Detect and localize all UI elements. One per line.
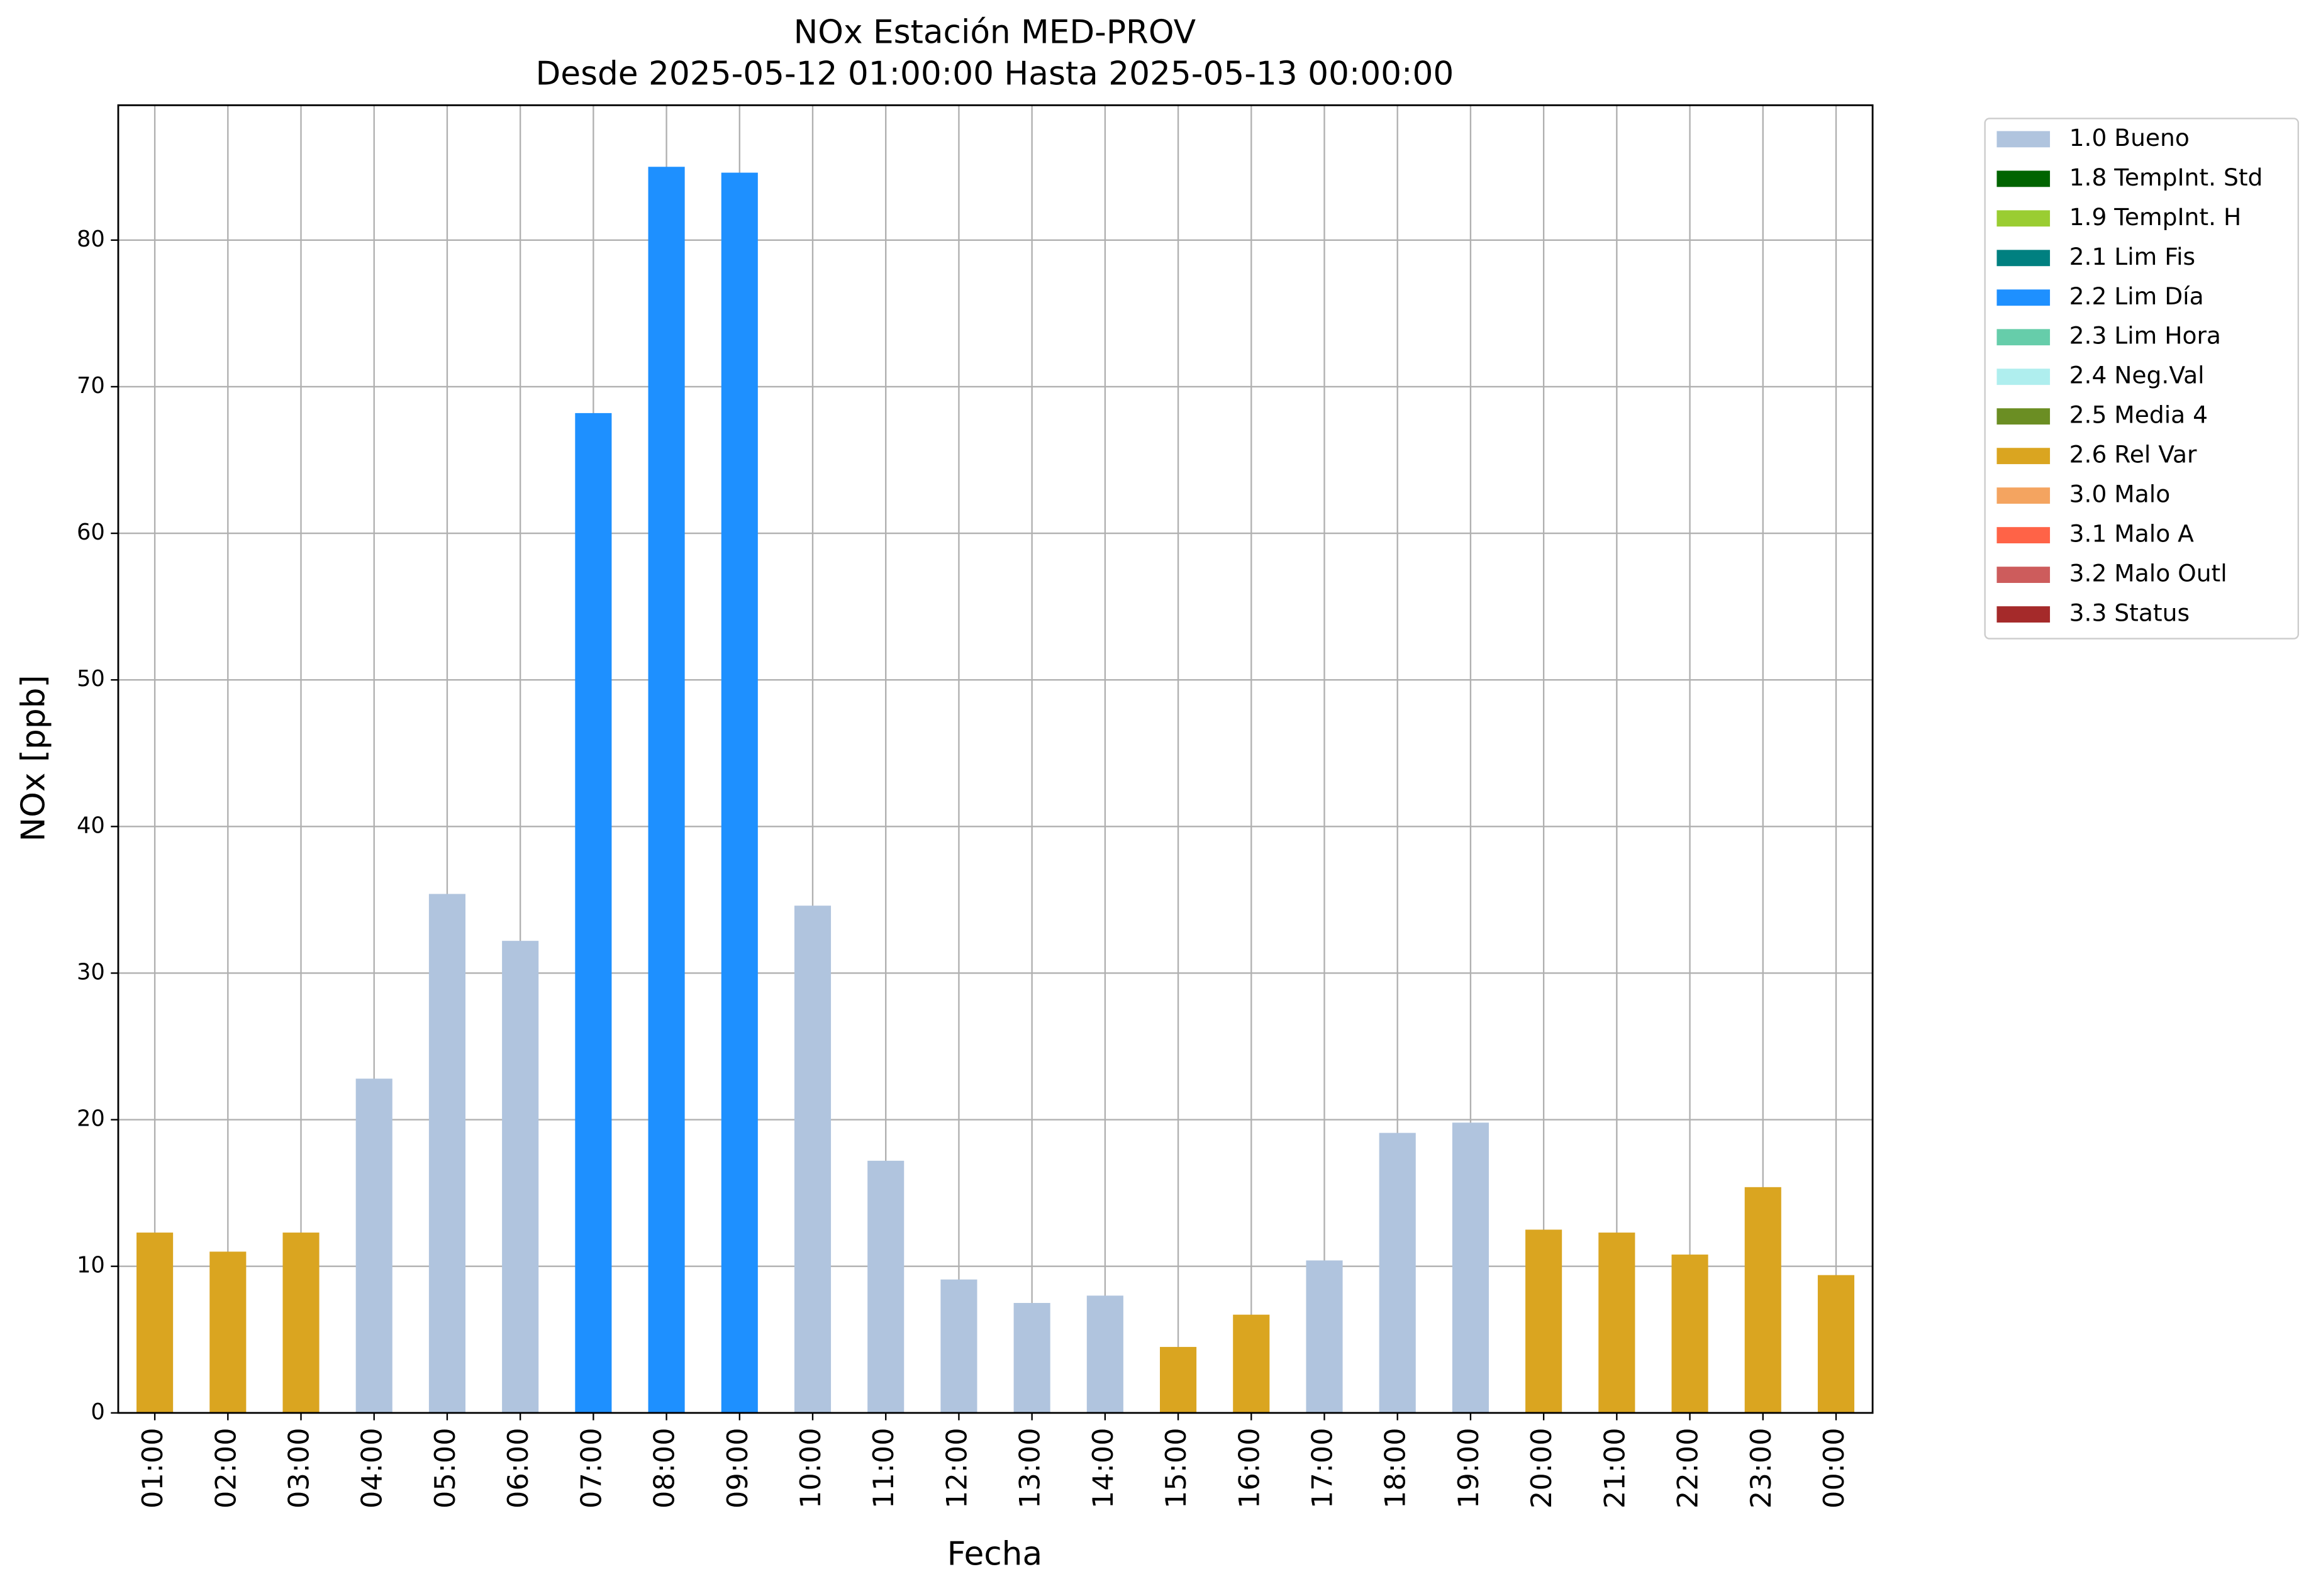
bar: [1233, 1314, 1270, 1413]
bar: [1598, 1233, 1635, 1413]
legend-swatch: [1996, 329, 2051, 346]
bar: [1379, 1133, 1416, 1413]
bar: [575, 413, 612, 1413]
y-tick-label: 80: [77, 226, 105, 252]
legend-label: 2.5 Media 4: [2069, 401, 2208, 429]
x-tick-label: 14:00: [1087, 1427, 1120, 1509]
legend-swatch: [1996, 408, 2051, 425]
x-tick-label: 00:00: [1818, 1427, 1851, 1509]
y-tick-label: 40: [77, 812, 105, 838]
legend-swatch: [1996, 210, 2051, 227]
x-tick-label: 05:00: [429, 1427, 462, 1509]
bar: [1817, 1275, 1855, 1413]
bar: [282, 1233, 320, 1413]
y-tick-label: 60: [77, 519, 105, 545]
x-tick-label: 08:00: [649, 1427, 681, 1509]
x-tick-label: 09:00: [721, 1427, 754, 1509]
y-tick-label: 10: [77, 1253, 105, 1278]
legend-label: 3.2 Malo Outl: [2069, 560, 2227, 587]
bar: [1160, 1346, 1197, 1413]
bar: [1744, 1187, 1781, 1413]
bar: [940, 1279, 977, 1413]
x-tick-label: 18:00: [1379, 1427, 1412, 1509]
x-tick-label: 02:00: [209, 1427, 242, 1509]
x-tick-label: 01:00: [136, 1427, 169, 1509]
bar: [1452, 1122, 1489, 1413]
x-tick-label: 15:00: [1160, 1427, 1193, 1509]
bar: [1013, 1302, 1050, 1413]
legend-swatch: [1996, 369, 2051, 385]
x-tick-label: 21:00: [1598, 1427, 1631, 1509]
bar: [209, 1251, 247, 1413]
legend-label: 2.4 Neg.Val: [2069, 362, 2205, 389]
legend-label: 2.6 Rel Var: [2069, 441, 2197, 468]
x-tick-label: 06:00: [502, 1427, 535, 1509]
bar: [502, 941, 539, 1413]
bar: [1086, 1295, 1123, 1413]
x-tick-label: 16:00: [1233, 1427, 1266, 1509]
x-axis-label: Fecha: [947, 1536, 1043, 1573]
legend-label: 1.9 TempInt. H: [2069, 203, 2242, 231]
legend-label: 1.8 TempInt. Std: [2069, 163, 2263, 191]
x-tick-label: 13:00: [1014, 1427, 1047, 1509]
x-tick-label: 03:00: [283, 1427, 316, 1509]
chart-subtitle: Desde 2025-05-12 01:00:00 Hasta 2025-05-…: [535, 55, 1454, 92]
bar: [355, 1078, 392, 1413]
legend-swatch: [1996, 131, 2051, 148]
legend-swatch: [1996, 289, 2051, 306]
bar: [428, 894, 465, 1413]
bar: [136, 1233, 174, 1413]
bar: [1525, 1229, 1562, 1413]
bar: [648, 167, 685, 1413]
y-tick-label: 20: [77, 1106, 105, 1132]
legend-label: 3.0 Malo: [2069, 480, 2171, 508]
x-tick-label: 20:00: [1525, 1427, 1558, 1509]
x-tick-label: 19:00: [1452, 1427, 1485, 1509]
bar: [721, 172, 758, 1413]
chart-title: NOx Estación MED-PROV: [794, 14, 1196, 52]
bar: [1306, 1260, 1343, 1413]
x-tick-label: 12:00: [940, 1427, 973, 1509]
legend-label: 3.1 Malo A: [2069, 520, 2195, 548]
legend-swatch: [1996, 487, 2051, 504]
legend-swatch: [1996, 448, 2051, 465]
y-tick-label: 0: [91, 1399, 104, 1425]
bars: [136, 167, 1855, 1413]
y-tick-label: 70: [77, 373, 105, 399]
legend-label: 2.2 Lim Día: [2069, 282, 2204, 310]
x-tick-label: 07:00: [575, 1427, 608, 1509]
x-tick-label: 22:00: [1672, 1427, 1705, 1509]
legend-label: 1.0 Bueno: [2069, 124, 2190, 152]
bar: [794, 906, 832, 1413]
legend-swatch: [1996, 170, 2051, 187]
legend-swatch: [1996, 250, 2051, 267]
x-tick-label: 11:00: [867, 1427, 900, 1509]
legend-label: 2.3 Lim Hora: [2069, 322, 2221, 350]
legend-box: [1984, 118, 2299, 640]
legend-swatch: [1996, 567, 2051, 583]
bar: [1671, 1255, 1708, 1413]
legend-label: 2.1 Lim Fis: [2069, 243, 2196, 270]
plot-frame: [117, 104, 1874, 1414]
legend-label: 3.3 Status: [2069, 599, 2190, 627]
y-tick-label: 30: [77, 959, 105, 985]
x-tick-label: 04:00: [356, 1427, 389, 1509]
legend-swatch: [1996, 606, 2051, 623]
bar: [867, 1160, 905, 1413]
y-axis-label: NOx [ppb]: [14, 675, 52, 841]
x-tick-label: 23:00: [1745, 1427, 1778, 1509]
legend-swatch: [1996, 527, 2051, 544]
y-tick-label: 50: [77, 666, 105, 692]
x-tick-label: 10:00: [794, 1427, 827, 1509]
legend: 1.0 Bueno 1.8 TempInt. Std 1.9 TempInt. H 2…: [1984, 118, 2299, 640]
x-tick-label: 17:00: [1306, 1427, 1339, 1509]
